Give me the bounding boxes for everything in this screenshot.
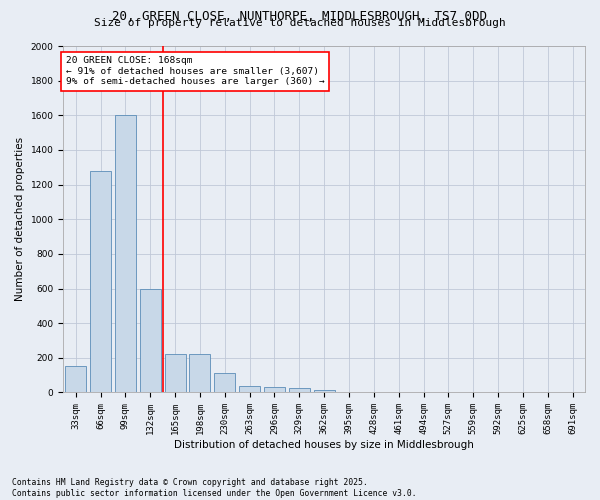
Bar [65, 366, 86, 392]
Text: 20, GREEN CLOSE, NUNTHORPE, MIDDLESBROUGH, TS7 0DD: 20, GREEN CLOSE, NUNTHORPE, MIDDLESBROUG… [113, 10, 487, 23]
Text: Size of property relative to detached houses in Middlesbrough: Size of property relative to detached ho… [94, 18, 506, 28]
Bar [214, 372, 235, 392]
Bar [314, 390, 335, 392]
Text: Contains HM Land Registry data © Crown copyright and database right 2025.
Contai: Contains HM Land Registry data © Crown c… [12, 478, 416, 498]
X-axis label: Distribution of detached houses by size in Middlesbrough: Distribution of detached houses by size … [174, 440, 474, 450]
Y-axis label: Number of detached properties: Number of detached properties [15, 137, 25, 302]
Bar [264, 388, 285, 392]
Text: 20 GREEN CLOSE: 168sqm
← 91% of detached houses are smaller (3,607)
9% of semi-d: 20 GREEN CLOSE: 168sqm ← 91% of detached… [66, 56, 325, 86]
Bar [164, 354, 185, 393]
Bar [190, 354, 211, 393]
Bar [140, 288, 161, 393]
Bar [115, 116, 136, 392]
Bar [90, 170, 111, 392]
Bar [239, 386, 260, 392]
Bar [289, 388, 310, 392]
